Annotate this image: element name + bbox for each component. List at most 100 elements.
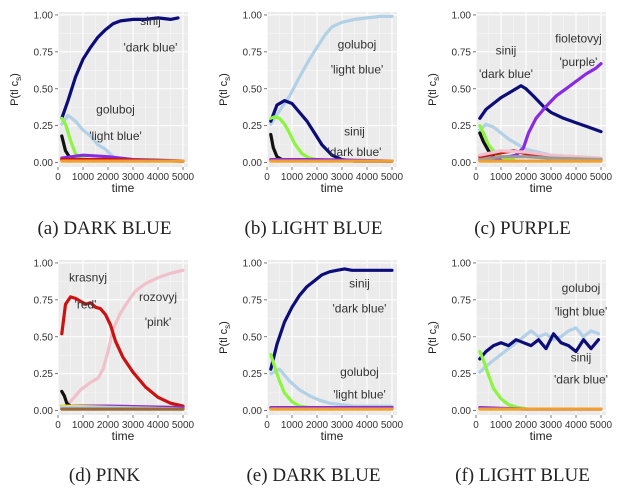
annotation-label: sinij [349,277,370,291]
annotation-label: 'light blue' [89,129,142,143]
plot-area-e [267,260,397,415]
x-tick-label: 3000 [122,420,145,431]
x-tick-label: 0 [55,172,61,183]
x-tick-label: 2000 [306,172,329,183]
y-tick-label: 0.50 [34,332,54,343]
caption-c: (c) PURPLE [474,218,571,239]
y-tick-label: 1.00 [34,258,54,269]
y-axis-label-subscript: s [223,325,232,329]
plot-area-a [58,12,188,167]
annotation-label: goluboj [96,102,135,116]
series-line-grey [478,155,603,162]
y-tick-label: 0.25 [243,369,263,380]
panel-b: 0.00 0.25 0.50 0.75 1.00 0 1000 2000 3000 4000 500… [218,10,404,195]
x-axis-label: time [112,181,135,195]
x-tick-label: 1000 [490,420,513,431]
y-tick-label: 0.75 [243,47,263,58]
annotation-label: krasnyj [69,271,107,285]
annotation-label: sinij [496,43,517,57]
y-tick-label: 0.00 [243,158,263,169]
x-axis-label: time [530,181,553,195]
x-tick-label: 1000 [281,172,304,183]
y-tick-label: 0.25 [34,369,54,380]
series-line-red [60,295,185,408]
x-axis-label: time [530,429,553,443]
y-axis-label-subscript: s [432,77,441,81]
y-tick-label: 1.00 [243,10,263,21]
y-axis-label: P(tl cs) [218,321,232,354]
x-tick-label: 1000 [281,420,304,431]
x-tick-label: 5000 [172,172,195,183]
series-line-lightblue [478,326,601,374]
annotation-label: 'dark blue' [328,145,382,159]
x-tick-label: 0 [55,420,61,431]
x-tick-label: 3000 [331,172,354,183]
y-axis-label-subscript: s [432,325,441,329]
y-tick-label: 0.25 [243,121,263,132]
x-tick-label: 1000 [490,172,513,183]
x-tick-label: 3000 [540,172,563,183]
series-line-green [478,124,516,162]
y-axis-label-main: P(tl c [218,328,230,354]
annotation-label: goluboj [338,37,377,51]
x-tick-label: 0 [473,420,479,431]
x-tick-label: 4000 [147,420,170,431]
annotation-label: rozovyj [139,290,177,304]
annotation-label: goluboj [340,365,379,379]
y-tick-label: 0.50 [452,84,472,95]
caption-d: (d) PINK [68,465,141,486]
y-tick-label: 1.00 [34,10,54,21]
x-tick-label: 3000 [331,420,354,431]
x-tick-label: 4000 [356,172,379,183]
panel-f: 0.00 0.25 0.50 0.75 1.00 0 1000 2000 3000 4000 500… [427,258,613,443]
annotation-label: fioletovyj [555,32,602,46]
x-tick-label: 0 [264,420,270,431]
x-tick-label: 2000 [97,420,120,431]
x-tick-label: 5000 [172,420,195,431]
y-axis-label: P(tl cs) [427,321,441,354]
x-tick-label: 5000 [590,420,613,431]
caption-f: (f) LIGHT BLUE [455,465,590,486]
x-tick-label: 3000 [540,420,563,431]
series-line-darkblue [478,84,603,134]
series-line-darkblue [60,16,180,120]
x-tick-label: 2000 [306,420,329,431]
plot-area-c [476,12,606,167]
y-tick-label: 0.50 [452,332,472,343]
y-axis-label: P(tl cs) [218,73,232,106]
y-tick-label: 0.75 [452,295,472,306]
y-tick-label: 0.00 [452,158,472,169]
y-axis-label-close: ) [218,73,230,77]
y-axis-label: P(tl cs) [9,73,23,106]
y-tick-label: 0.75 [452,47,472,58]
x-tick-label: 1000 [72,420,95,431]
y-tick-label: 0.75 [34,295,54,306]
y-tick-label: 0.00 [34,158,54,169]
y-tick-label: 1.00 [452,258,472,269]
y-tick-label: 1.00 [243,258,263,269]
y-tick-label: 0.75 [243,295,263,306]
x-tick-label: 0 [264,172,270,183]
y-tick-label: 0.00 [243,406,263,417]
x-tick-label: 5000 [381,420,404,431]
y-axis-label-close: ) [9,73,21,77]
series-line-green [269,115,319,162]
plot-area-b [267,12,397,167]
x-tick-label: 5000 [590,172,613,183]
annotation-label: 'pink' [145,315,172,329]
series-line-lightblue [269,14,394,126]
annotation-label: 'dark blue' [479,67,533,81]
annotation-label: sinij [344,125,365,139]
annotation-label: sinij [140,14,161,28]
y-tick-label: 0.25 [452,121,472,132]
annotation-label: 'dark blue' [124,40,178,54]
y-axis-label-subscript: s [223,77,232,81]
y-axis-label-main: P(tl c [218,80,230,106]
caption-b: (b) LIGHT BLUE [244,218,383,239]
series-line-darkblue [269,267,394,371]
annotation-label: 'light blue' [331,63,384,77]
panel-d: 0.00 0.25 0.50 0.75 1.00 0 1000 2000 3000 4000 500… [34,258,195,443]
x-axis-label: time [112,429,135,443]
